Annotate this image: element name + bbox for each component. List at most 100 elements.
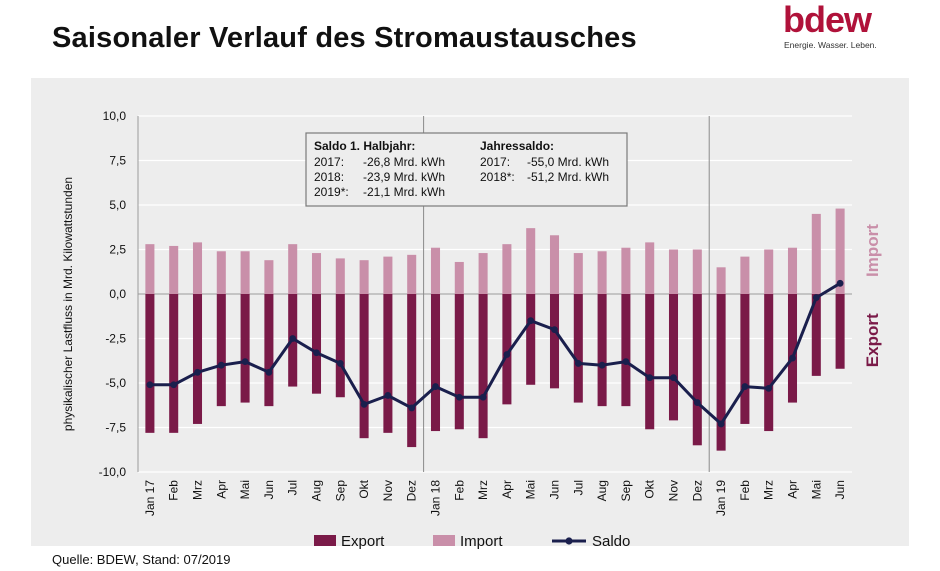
- import-bar: [526, 228, 536, 294]
- import-bar: [764, 249, 774, 294]
- import-bar: [192, 242, 203, 294]
- saldo-point: [313, 349, 320, 357]
- saldo-point: [170, 381, 178, 389]
- info-box-left-label: 2018:: [314, 170, 344, 184]
- import-bar: [621, 247, 631, 294]
- export-bar: [478, 294, 488, 439]
- info-box-left-label: 2017:: [314, 155, 344, 169]
- x-tick-label: Dez: [405, 480, 419, 501]
- saldo-point: [551, 326, 558, 333]
- import-bar: [549, 235, 560, 294]
- export-bar: [764, 294, 774, 432]
- import-bar: [478, 253, 488, 294]
- legend-import-swatch: [433, 535, 455, 546]
- info-box-left-value: -21,1 Mrd. kWh: [363, 185, 445, 199]
- import-bar: [311, 253, 322, 294]
- export-bar: [645, 294, 655, 430]
- x-tick-label: Apr: [500, 480, 514, 499]
- import-bar: [454, 261, 464, 294]
- info-box-left-value: -26,8 Mrd. kWh: [363, 155, 445, 169]
- import-bar: [430, 247, 441, 294]
- x-tick-label: Mai: [524, 480, 538, 499]
- export-bar: [335, 294, 345, 398]
- export-bar: [311, 294, 322, 394]
- saldo-point: [455, 393, 463, 401]
- saldo-point: [741, 383, 749, 390]
- x-tick-label: Mrz: [191, 480, 205, 500]
- saldo-point: [789, 354, 796, 362]
- export-bar: [169, 294, 179, 433]
- logo-wordmark: bdew: [783, 0, 872, 40]
- saldo-point: [693, 399, 701, 406]
- source-note: Quelle: BDEW, Stand: 07/2019: [52, 552, 231, 567]
- export-bar: [787, 294, 798, 403]
- export-bar: [621, 294, 631, 407]
- info-box-right-label: 2018*:: [480, 170, 515, 184]
- x-tick-label: Okt: [643, 479, 657, 498]
- export-bar: [692, 294, 702, 446]
- x-tick-label: Feb: [167, 480, 181, 501]
- y-tick-label: -10,0: [99, 465, 127, 479]
- x-tick-label: Aug: [310, 480, 324, 501]
- import-bar: [216, 251, 226, 294]
- saldo-point: [646, 374, 654, 382]
- info-box-left-label: 2019*:: [314, 185, 349, 199]
- export-bar: [597, 294, 607, 407]
- legend-import-label: Import: [460, 533, 503, 550]
- x-tick-label: Jun: [833, 480, 847, 499]
- legend-saldo-label: Saldo: [592, 533, 630, 550]
- page-title: Saisonaler Verlauf des Stromaustausches: [52, 22, 637, 54]
- import-bar: [240, 251, 250, 294]
- import-side-label: Import: [863, 224, 882, 277]
- saldo-point: [217, 361, 225, 369]
- saldo-point: [598, 361, 606, 369]
- saldo-line: [149, 282, 841, 426]
- legend-saldo-marker: [565, 537, 573, 545]
- saldo-point: [265, 368, 273, 376]
- export-bar: [430, 294, 441, 432]
- y-tick-label: -5,0: [105, 376, 126, 390]
- saldo-point: [812, 294, 820, 301]
- import-bar: [145, 244, 155, 294]
- export-bar: [716, 294, 726, 451]
- x-tick-label: Apr: [214, 480, 228, 499]
- import-bar: [787, 247, 798, 294]
- saldo-point: [574, 360, 582, 367]
- import-bar: [573, 253, 583, 294]
- export-bar: [811, 294, 821, 376]
- y-tick-label: 10,0: [103, 109, 127, 123]
- export-bar: [526, 294, 536, 385]
- y-axis-label: physikalischer Lastfluss in Mrd. Kilowat…: [61, 177, 75, 431]
- import-bar: [407, 254, 417, 294]
- saldo-point: [836, 279, 844, 287]
- x-tick-label: Mrz: [476, 480, 490, 500]
- export-bar: [145, 294, 155, 433]
- legend-export-label: Export: [341, 533, 385, 550]
- saldo-point: [765, 384, 773, 392]
- import-bar: [264, 260, 274, 294]
- x-tick-label: Jul: [571, 480, 585, 495]
- export-bar: [383, 294, 393, 433]
- x-tick-label: Mai: [809, 480, 823, 499]
- export-bar: [502, 294, 512, 405]
- x-tick-label: Feb: [452, 480, 466, 501]
- import-bar: [597, 251, 607, 294]
- info-box-right-label: 2017:: [480, 155, 510, 169]
- y-tick-label: -2,5: [105, 332, 126, 346]
- import-bar: [645, 242, 655, 294]
- info-box-right-title: Jahressaldo:: [480, 139, 554, 153]
- saldo-point: [503, 351, 511, 358]
- import-bar: [359, 260, 369, 294]
- saldo-point: [717, 420, 725, 428]
- legend-export-swatch: [314, 535, 336, 546]
- x-tick-label: Nov: [667, 480, 681, 501]
- x-tick-label: Jan 19: [714, 480, 728, 516]
- import-bar: [502, 244, 512, 294]
- export-bar: [454, 294, 464, 430]
- info-box-left-title: Saldo 1. Halbjahr:: [314, 139, 415, 153]
- info-box: [305, 132, 628, 207]
- saldo-point: [336, 360, 344, 367]
- export-bar: [216, 294, 226, 407]
- y-tick-label: -7,5: [105, 421, 126, 435]
- x-tick-label: Okt: [357, 479, 371, 498]
